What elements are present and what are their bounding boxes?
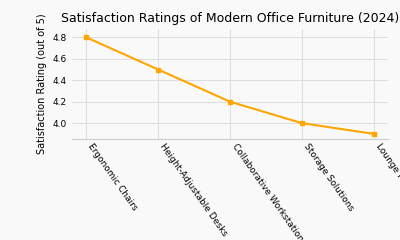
Title: Satisfaction Ratings of Modern Office Furniture (2024): Satisfaction Ratings of Modern Office Fu…: [61, 12, 399, 25]
Y-axis label: Satisfaction Rating (out of 5): Satisfaction Rating (out of 5): [37, 14, 47, 154]
